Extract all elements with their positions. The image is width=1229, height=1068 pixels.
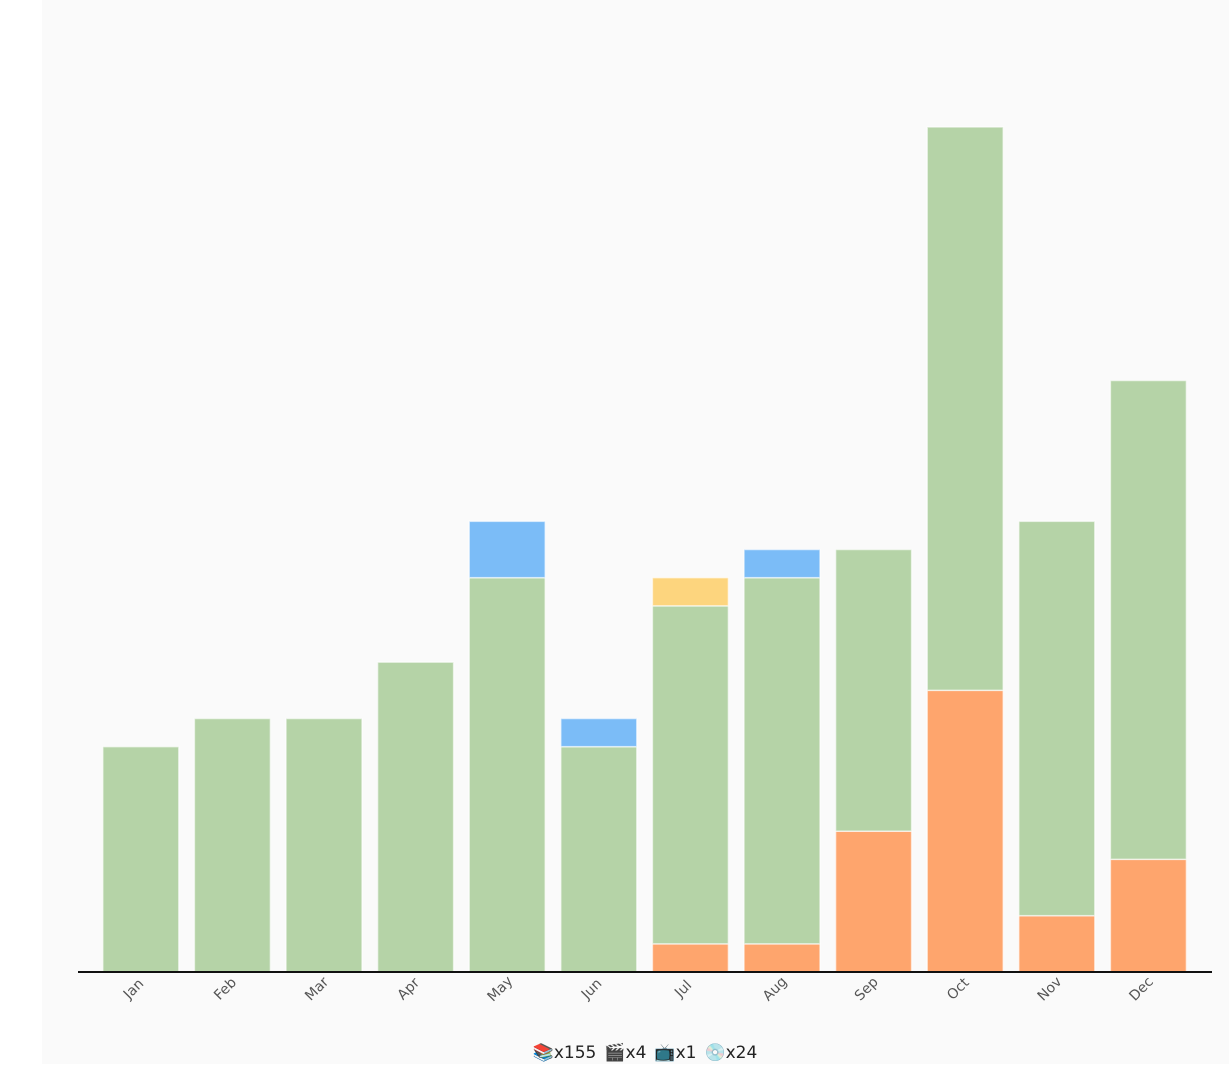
bar-segment [1018, 520, 1096, 917]
bar-segment [468, 576, 546, 973]
bar-segment [651, 605, 730, 945]
bar-segment [743, 548, 821, 579]
legend-entry: 📚x155 [533, 1043, 597, 1063]
bar-segment [1109, 858, 1188, 973]
bar-segment [926, 689, 1004, 973]
bar-segment [560, 717, 638, 748]
bar-segment [285, 717, 363, 973]
bar-segment [193, 717, 272, 973]
legend-entry: 📺x1 [654, 1043, 696, 1063]
bar-segment [743, 943, 821, 973]
bar-segment [376, 661, 455, 973]
bar-segment [1018, 914, 1096, 973]
legend-entry: 🎬x4 [604, 1042, 646, 1063]
bar-segment [560, 745, 638, 973]
bar-segment [926, 126, 1004, 692]
bar-segment [743, 576, 821, 945]
bar-segment [1109, 379, 1188, 861]
bar-segment [651, 943, 730, 973]
bar-segment [651, 576, 730, 607]
bar-segment [102, 745, 180, 973]
legend-entry: 💿x24 [704, 1042, 757, 1063]
bar-segment [468, 520, 546, 579]
bar-segment [834, 830, 913, 973]
bar-segment [834, 548, 913, 832]
